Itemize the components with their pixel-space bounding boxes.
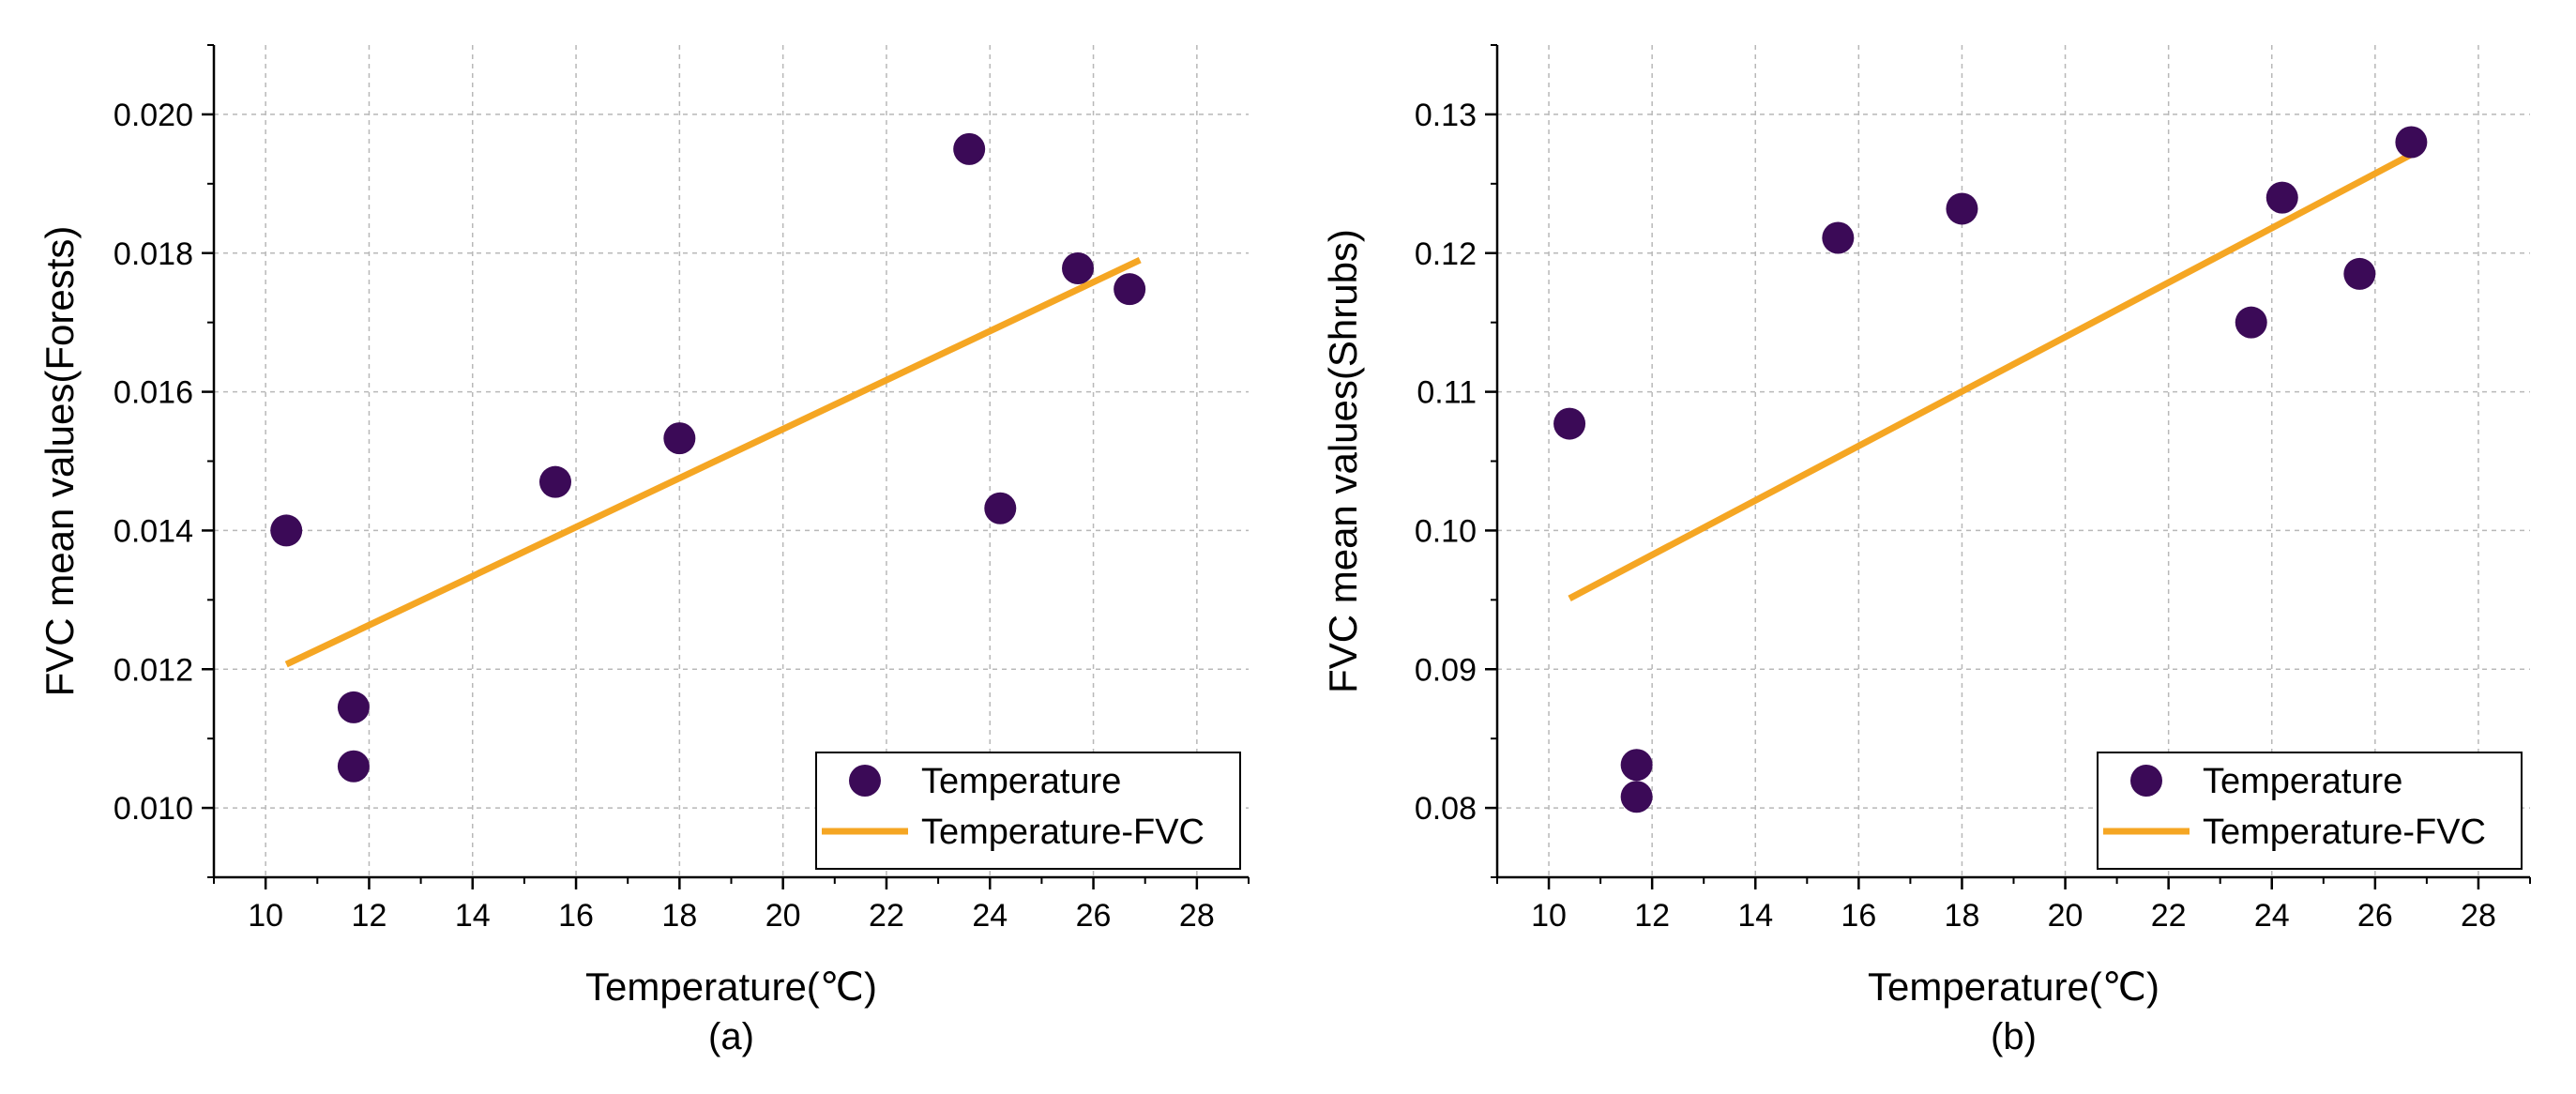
legend-label: Temperature [921,762,1121,801]
legend-box [2097,752,2523,870]
y-axis-title: FVC mean values(Forests) [38,226,82,697]
scatter-point [2395,126,2428,159]
x-axis-title: Temperature(℃) [1868,965,2159,1009]
y-tick-label: 0.09 [1415,652,1477,688]
scatter-point [1553,407,1586,440]
legend-box [815,752,1241,870]
scatter-point [663,422,696,455]
scatter-point [984,492,1017,524]
x-tick-label: 28 [1179,898,1215,934]
x-tick-label: 16 [1841,898,1876,934]
x-tick-label: 18 [661,898,697,934]
scatter-point [1114,273,1146,306]
x-tick-label: 26 [2357,898,2393,934]
x-tick-label: 22 [869,898,904,934]
x-tick-label: 20 [765,898,801,934]
x-axis-title: Temperature(℃) [585,965,877,1009]
y-tick-label: 0.020 [114,98,193,133]
legend-marker [849,765,881,797]
chart-panel-a: 10 12 14 16 18 20 22 24 26 28 0.010 0.012 0.014 0.016… [38,44,1250,1057]
scatter-point [2343,257,2376,290]
scatter-point [1620,749,1653,782]
scatter-point [1062,252,1095,285]
scatter-point [2235,306,2267,339]
scatter-point [270,514,303,547]
x-tick-label: 20 [2048,898,2084,934]
y-tick-label: 0.012 [114,652,193,688]
scatter-point [538,465,571,498]
x-tick-label: 14 [1737,898,1773,934]
x-tick-label: 14 [455,898,491,934]
panel-label: (b) [1991,1016,2037,1057]
x-tick-label: 26 [1076,898,1112,934]
y-tick-label: 0.13 [1415,98,1477,133]
scatter-point [337,750,370,783]
legend-label: Temperature-FVC [2203,813,2486,852]
x-tick-label: 10 [1531,898,1567,934]
x-tick-label: 10 [248,898,283,934]
y-tick-label: 0.010 [114,791,193,827]
y-tick-label: 0.11 [1417,375,1477,411]
x-tick-label: 24 [972,898,1008,934]
y-tick-label: 0.016 [114,375,193,411]
scatter-point [1620,781,1653,813]
scatter-point [1822,221,1855,254]
x-tick-label: 12 [352,898,387,934]
y-tick-label: 0.08 [1415,791,1477,827]
x-tick-label: 18 [1945,898,1980,934]
regression-line [1568,145,2424,601]
legend-label: Temperature [2203,762,2402,801]
y-tick-label: 0.10 [1415,513,1477,549]
x-tick-label: 16 [558,898,594,934]
x-tick-label: 12 [1634,898,1670,934]
legend-label: Temperature-FVC [921,813,1205,852]
plot-area [214,45,1249,877]
regression-line [284,256,1142,668]
x-tick-label: 22 [2151,898,2187,934]
legend-marker [2130,765,2162,797]
x-tick-label: 24 [2254,898,2290,934]
x-tick-label: 28 [2461,898,2496,934]
y-tick-label: 0.018 [114,236,193,272]
chart-panel-b: 10 12 14 16 18 20 22 24 26 28 0.08 0.09 0.10 0.11 0.12… [1321,44,2531,1057]
y-tick-label: 0.12 [1415,236,1477,272]
panel-label: (a) [708,1016,754,1057]
scatter-point [2265,181,2298,214]
scatter-point [337,691,370,723]
scatter-point [953,132,986,165]
y-tick-label: 0.014 [114,513,193,549]
scatter-point [1946,192,1978,225]
y-axis-title: FVC mean values(Shrubs) [1321,229,1365,693]
